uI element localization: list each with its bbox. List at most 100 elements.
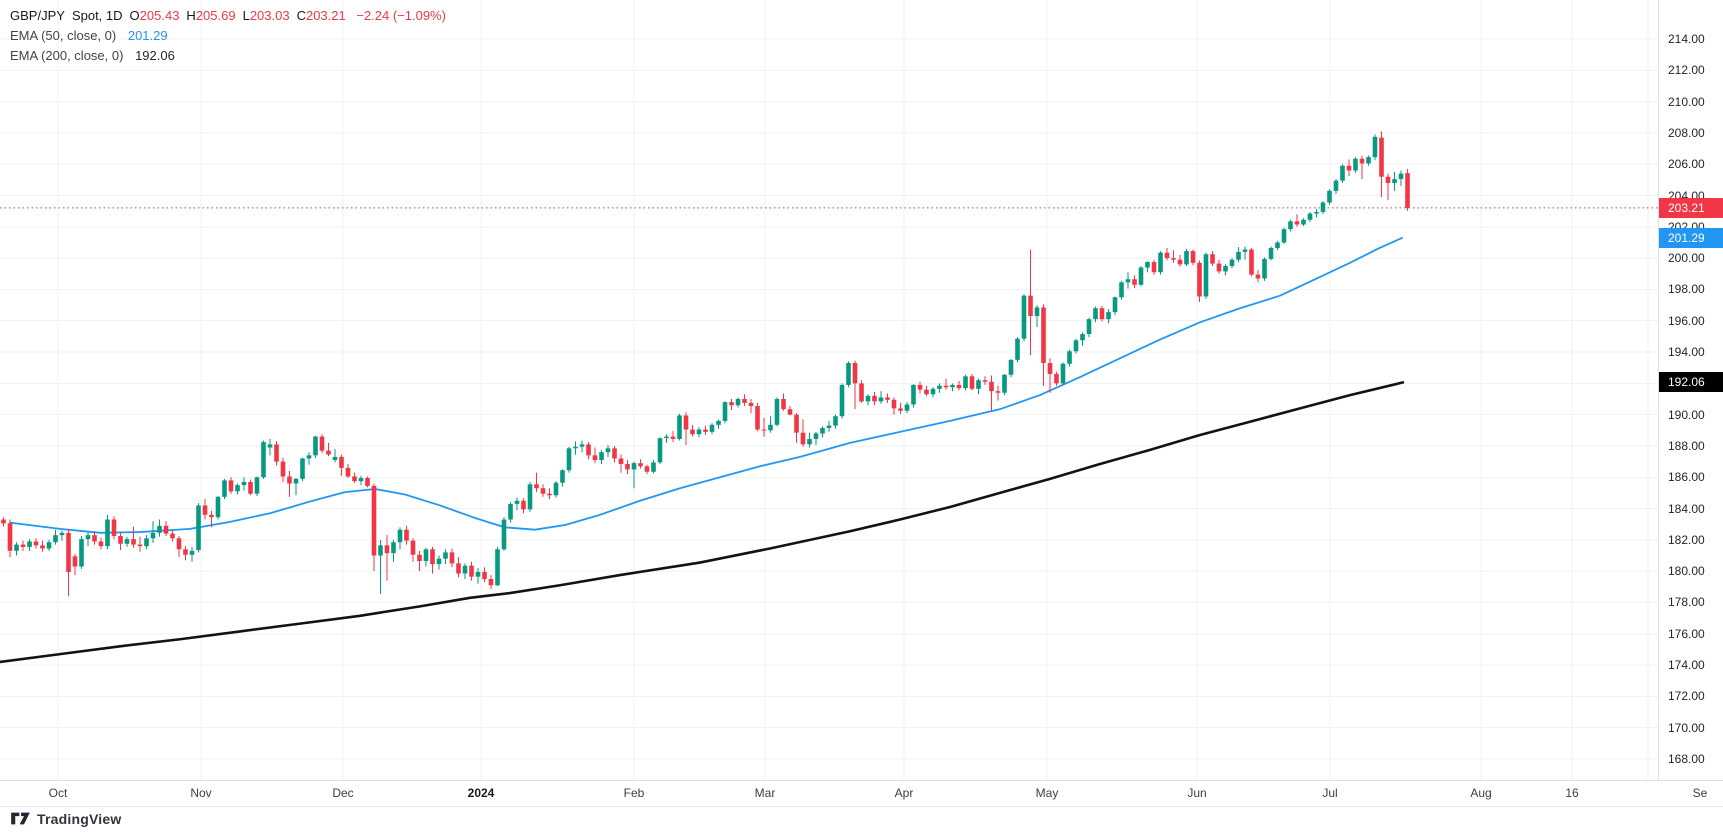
candle-body	[404, 529, 409, 541]
candle-body	[345, 467, 351, 477]
candle-body	[1307, 213, 1313, 220]
candle-body	[469, 565, 474, 577]
candle-body	[1216, 263, 1222, 272]
candle-body	[716, 420, 721, 425]
candle-body	[696, 429, 702, 435]
candle-body	[657, 438, 663, 463]
price-badge: 192.06	[1659, 372, 1723, 393]
candle-body	[956, 384, 962, 389]
candle-body	[1164, 252, 1170, 259]
candle-body	[332, 456, 338, 461]
candle-body	[709, 424, 715, 432]
candle-body	[1041, 307, 1046, 363]
candle-body	[722, 402, 728, 421]
time-axis[interactable]: Oct Nov Dec 2024 Feb Mar Apr May Jun Jul Aug 16 Se	[0, 780, 1723, 807]
candle-body	[105, 519, 110, 547]
candle-body	[820, 427, 825, 434]
candlestick-chart-canvas[interactable]	[0, 0, 1658, 780]
candle-body	[768, 424, 773, 431]
candle-body	[885, 397, 890, 400]
price-tick-label: 178.00	[1668, 595, 1705, 610]
candle-body	[670, 436, 676, 439]
candle-body	[1132, 279, 1137, 285]
candle-body	[1151, 262, 1157, 273]
candle-body	[989, 381, 994, 392]
change-value: −2.24 (−1.09%)	[356, 8, 446, 23]
candle-body	[124, 539, 130, 544]
candle-body	[365, 478, 370, 486]
time-tick-label: May	[1035, 786, 1059, 800]
candle-body	[794, 414, 799, 433]
candle-body	[761, 429, 767, 431]
candle-body	[436, 558, 442, 565]
candle-body	[547, 493, 552, 496]
ema200-value: 192.06	[135, 48, 175, 63]
candle-body	[248, 481, 253, 494]
time-tick-label: Feb	[623, 786, 645, 800]
price-tick-label: 184.00	[1668, 501, 1705, 516]
candle-body	[1366, 157, 1371, 164]
candle-body	[514, 500, 520, 504]
price-tick-label: 210.00	[1668, 94, 1705, 109]
candle-body	[66, 532, 71, 572]
symbol-meta: Spot, 1D	[71, 8, 123, 23]
candle-body	[1398, 173, 1404, 180]
candle-body	[261, 442, 266, 478]
candle-body	[651, 462, 656, 472]
candle-body	[729, 402, 734, 406]
candle-body	[1281, 229, 1287, 243]
candle-body	[592, 455, 598, 461]
candle-body	[40, 545, 45, 549]
tradingview-logo[interactable]: TradingView	[10, 810, 121, 827]
candle-body	[664, 436, 669, 439]
candle-body	[1359, 158, 1365, 164]
candle-body	[475, 571, 481, 577]
price-tick-label: 212.00	[1668, 63, 1705, 78]
legend-ema200-row[interactable]: EMA (200, close, 0) 192.06	[10, 46, 446, 66]
candle-body	[1119, 282, 1124, 298]
candle-body	[1086, 319, 1092, 335]
price-tick-label: 186.00	[1668, 470, 1705, 485]
candle-body	[605, 448, 611, 453]
candle-body	[1385, 176, 1391, 183]
candle-body	[1294, 221, 1300, 225]
legend-symbol-row[interactable]: GBP/JPY Spot, 1D O205.43 H205.69 L203.03 C20…	[10, 6, 446, 26]
candle-body	[1021, 295, 1027, 339]
candle-body	[137, 544, 143, 547]
candle-body	[118, 535, 123, 544]
candle-body	[228, 480, 234, 492]
candle-body	[215, 496, 221, 518]
candle-body	[579, 444, 585, 447]
price-tick-label: 198.00	[1668, 282, 1705, 297]
price-tick-label: 168.00	[1668, 752, 1705, 766]
candle-body	[280, 461, 286, 477]
candle-body	[787, 409, 793, 415]
candle-body	[14, 544, 19, 551]
candle-body	[1268, 247, 1274, 259]
chart-plot-area[interactable]	[0, 0, 1658, 780]
time-tick-label: Aug	[1470, 786, 1492, 800]
candle-body	[1073, 340, 1079, 352]
candle-body	[254, 477, 260, 494]
legend-ema50-row[interactable]: EMA (50, close, 0) 201.29	[10, 26, 446, 46]
candle-body	[781, 399, 786, 410]
candle-body	[1346, 165, 1352, 171]
price-tick-label: 174.00	[1668, 658, 1705, 673]
candle-body	[872, 395, 877, 402]
candle-body	[943, 385, 949, 388]
candle-body	[963, 376, 968, 389]
candle-body	[527, 484, 533, 510]
tradingview-logo-text: TradingView	[37, 810, 122, 827]
candle-body	[443, 552, 448, 559]
candle-body	[410, 540, 416, 555]
candle-body	[1093, 308, 1098, 320]
candle-body	[144, 538, 149, 547]
symbol-name: GBP/JPY	[10, 8, 65, 23]
candle-body	[846, 363, 851, 385]
candle-body	[1340, 165, 1345, 181]
price-tick-label: 182.00	[1668, 532, 1705, 547]
candle-body	[1236, 251, 1241, 260]
price-axis[interactable]: 214.00 212.00 210.00 208.00 206.00 204.00 202.…	[1658, 0, 1723, 780]
candle-body	[1327, 190, 1332, 203]
